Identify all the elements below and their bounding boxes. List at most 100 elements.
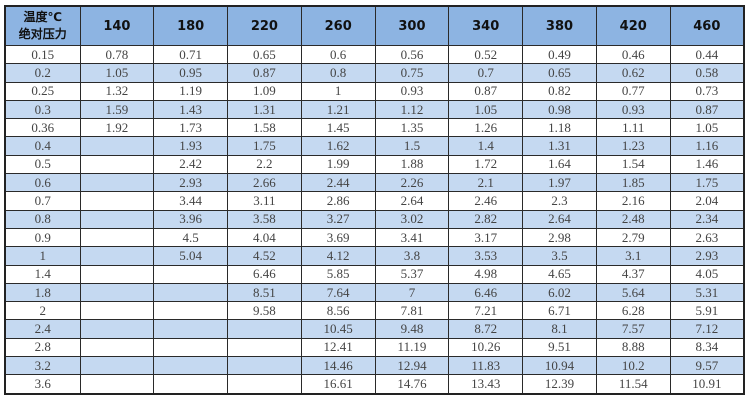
value-cell: 1.73 [153, 118, 229, 138]
value-cell: 1.59 [79, 99, 155, 120]
column-header-420: 420 [595, 5, 671, 46]
value-cell [153, 356, 229, 376]
value-cell: 3.02 [374, 209, 450, 229]
value-cell: 0.56 [374, 44, 450, 65]
value-cell: 3.11 [227, 191, 302, 211]
value-cell: 7.21 [448, 301, 524, 321]
value-cell: 0.71 [153, 44, 229, 65]
value-cell: 12.94 [374, 356, 450, 376]
table-row: 0.36 1.92 1.73 1.58 1.45 1.35 1.26 1.18 1.11 1.05 [4, 118, 745, 138]
value-cell: 7.57 [595, 319, 671, 339]
value-cell: 2.34 [669, 209, 745, 229]
value-cell: 0.7 [448, 63, 524, 83]
value-cell: 2.46 [448, 191, 524, 211]
value-cell: 2.66 [227, 173, 302, 193]
value-cell: 3.58 [227, 209, 302, 229]
value-cell: 2.26 [374, 173, 450, 193]
value-cell: 2.64 [374, 191, 450, 211]
value-cell: 1.92 [79, 118, 155, 138]
value-cell: 2.16 [595, 191, 671, 211]
column-header-340: 340 [448, 5, 524, 46]
value-cell: 7.64 [300, 282, 376, 303]
value-cell: 5.85 [300, 264, 376, 284]
value-cell [79, 319, 155, 339]
value-cell [227, 337, 302, 358]
temperature-label: 温度℃ [23, 10, 63, 24]
pressure-cell: 0.7 [4, 191, 81, 211]
value-cell: 6.46 [448, 282, 524, 303]
table-row: 0.25 1.32 1.19 1.09 1 0.93 0.87 0.82 0.77 0.73 [4, 81, 745, 101]
value-cell: 1.45 [300, 118, 376, 138]
value-cell: 4.04 [227, 227, 302, 248]
pressure-cell: 0.25 [4, 81, 81, 101]
value-cell: 7 [374, 282, 450, 303]
value-cell: 4.12 [300, 246, 376, 266]
value-cell: 0.87 [227, 63, 302, 83]
value-cell: 0.93 [374, 81, 450, 101]
value-cell: 2.93 [669, 246, 745, 266]
table-row: 0.9 4.5 4.04 3.69 3.41 3.17 2.98 2.79 2.63 [4, 227, 745, 248]
value-cell: 1.05 [79, 63, 155, 83]
pressure-cell: 2.8 [4, 337, 81, 358]
value-cell: 5.31 [669, 282, 745, 303]
value-cell: 1.75 [669, 173, 745, 193]
table-row: 0.4 1.93 1.75 1.62 1.5 1.4 1.31 1.23 1.16 [4, 136, 745, 156]
value-cell: 1.11 [595, 118, 671, 138]
table-row: 0.6 2.93 2.66 2.44 2.26 2.1 1.97 1.85 1.75 [4, 173, 745, 193]
table-row: 1.4 6.46 5.85 5.37 4.98 4.65 4.37 4.05 [4, 264, 745, 284]
pressure-cell: 0.3 [4, 99, 81, 120]
value-cell: 0.65 [522, 63, 597, 83]
table-row: 0.7 3.44 3.11 2.86 2.64 2.46 2.3 2.16 2.04 [4, 191, 745, 211]
value-cell: 7.81 [374, 301, 450, 321]
value-cell: 4.98 [448, 264, 524, 284]
value-cell: 11.83 [448, 356, 524, 376]
value-cell: 14.76 [374, 374, 450, 395]
value-cell: 1.05 [448, 99, 524, 120]
value-cell: 14.46 [300, 356, 376, 376]
value-cell: 0.58 [669, 63, 745, 83]
value-cell [79, 374, 155, 395]
value-cell: 1.26 [448, 118, 524, 138]
corner-header-cell: 温度℃ 绝对压力 [4, 5, 81, 46]
value-cell: 2.63 [669, 227, 745, 248]
value-cell: 1.21 [300, 99, 376, 120]
value-cell: 0.87 [448, 81, 524, 101]
value-cell: 8.34 [669, 337, 745, 358]
value-cell: 8.51 [227, 282, 302, 303]
value-cell: 7.12 [669, 319, 745, 339]
value-cell: 2.93 [153, 173, 229, 193]
value-cell: 1 [300, 81, 376, 101]
value-cell [79, 301, 155, 321]
value-cell: 1.4 [448, 136, 524, 156]
table-row: 3.6 16.61 14.76 13.43 12.39 11.54 10.91 [4, 374, 745, 395]
value-cell: 1.18 [522, 118, 597, 138]
pressure-cell: 0.9 [4, 227, 81, 248]
pressure-cell: 0.4 [4, 136, 81, 156]
value-cell: 2.3 [522, 191, 597, 211]
value-cell: 1.75 [227, 136, 302, 156]
value-cell [79, 356, 155, 376]
value-cell: 1.32 [79, 81, 155, 101]
value-cell: 1.97 [522, 173, 597, 193]
header-row: 温度℃ 绝对压力 140 180 220 260 300 340 380 420 460 [4, 5, 745, 46]
value-cell [153, 282, 229, 303]
value-cell: 1.31 [522, 136, 597, 156]
value-cell: 4.65 [522, 264, 597, 284]
pressure-cell: 2.4 [4, 319, 81, 339]
value-cell: 8.56 [300, 301, 376, 321]
value-cell: 4.52 [227, 246, 302, 266]
value-cell: 0.6 [300, 44, 376, 65]
value-cell [227, 374, 302, 395]
value-cell: 0.8 [300, 63, 376, 83]
table-row: 2.4 10.45 9.48 8.72 8.1 7.57 7.12 [4, 319, 745, 339]
value-cell: 1.85 [595, 173, 671, 193]
table-row: 0.15 0.78 0.71 0.65 0.6 0.56 0.52 0.49 0.46 0.44 [4, 44, 745, 65]
value-cell: 0.77 [595, 81, 671, 101]
value-cell: 3.41 [374, 227, 450, 248]
value-cell: 1.54 [595, 154, 671, 175]
value-cell: 1.5 [374, 136, 450, 156]
pressure-temperature-table: 温度℃ 绝对压力 140 180 220 260 300 340 380 420 460 0.1… [4, 5, 745, 395]
value-cell [153, 374, 229, 395]
value-cell: 0.49 [522, 44, 597, 65]
pressure-cell: 0.6 [4, 173, 81, 193]
